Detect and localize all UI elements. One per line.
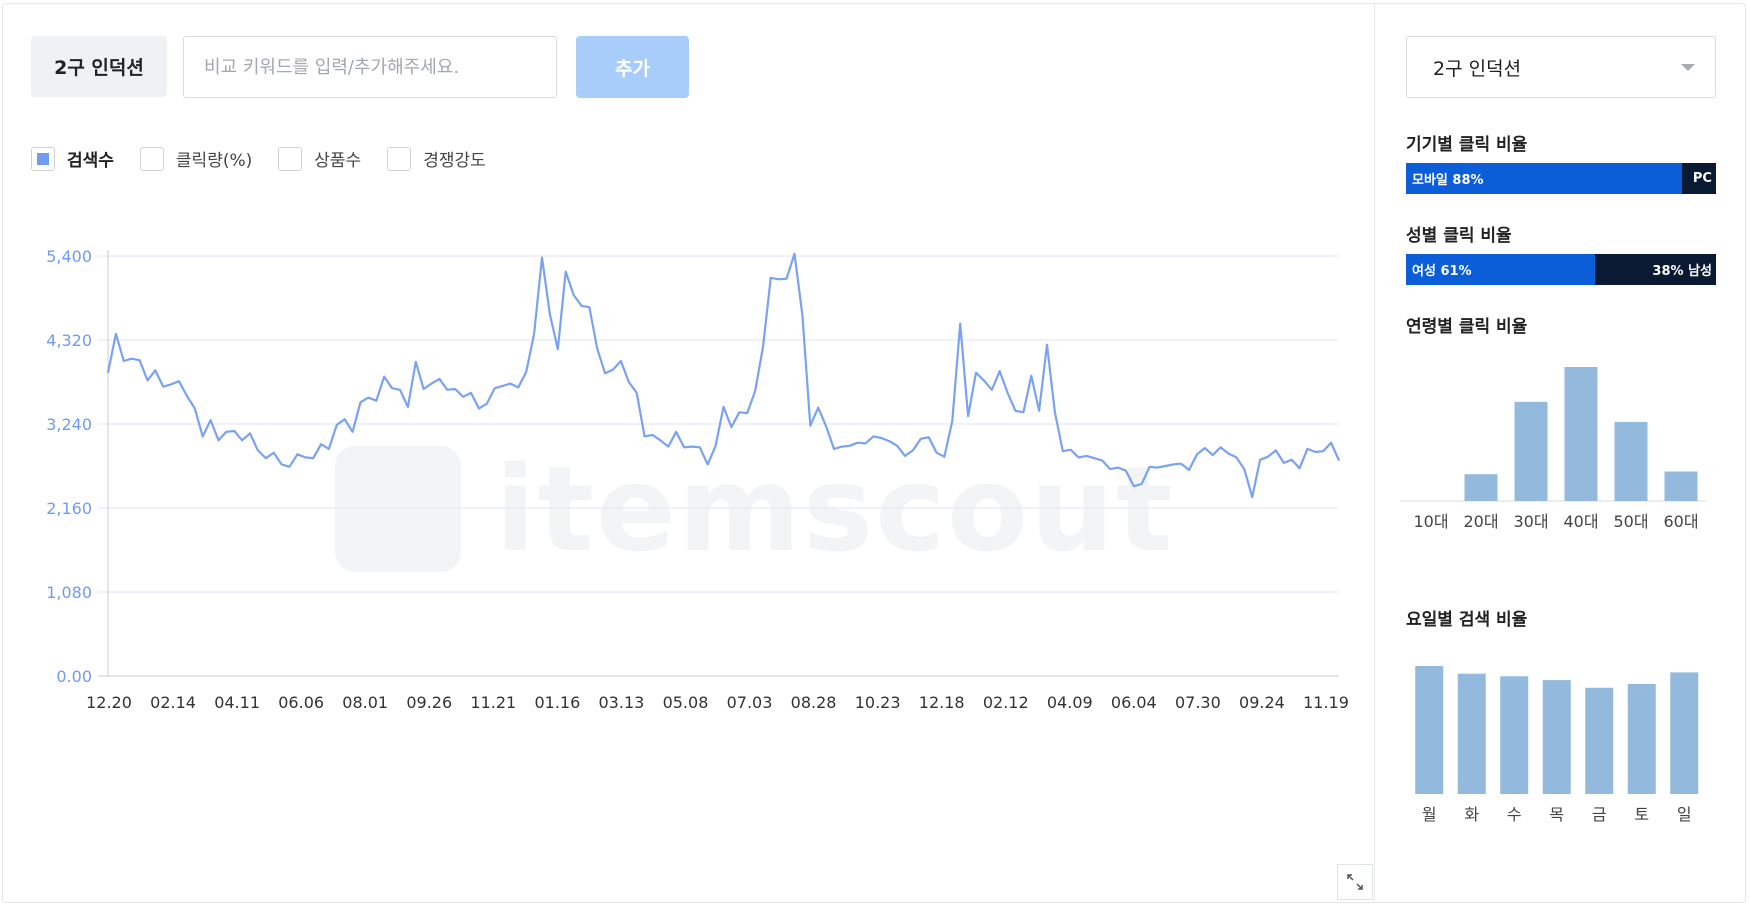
category-label: 30대 (1513, 512, 1548, 531)
watermark-logo-icon (335, 446, 461, 572)
metric-label: 검색수 (67, 151, 114, 171)
y-tick-label: 3,240 (46, 415, 92, 434)
x-tick-label: 01.16 (534, 693, 580, 712)
category-label: 토 (1634, 805, 1649, 824)
keyword-select[interactable]: 2구 인덕션 (1406, 36, 1716, 98)
bar (1585, 687, 1614, 794)
device-remainder: 11% (1678, 163, 1682, 194)
metric-label: 경쟁강도 (423, 151, 486, 171)
gender-ratio-bar: 여성 61% 38% 남성 (1406, 254, 1716, 285)
bar (1457, 673, 1486, 794)
age-ratio-title: 연령별 클릭 비율 (1406, 317, 1528, 337)
x-tick-label: 11.21 (470, 693, 516, 712)
metric-competition[interactable]: 경쟁강도 (387, 146, 486, 171)
gender-ratio-title: 성별 클릭 비율 (1406, 226, 1512, 246)
dow-ratio-title: 요일별 검색 비율 (1406, 610, 1528, 630)
checkbox-icon[interactable] (278, 146, 303, 171)
x-tick-label: 07.03 (727, 693, 773, 712)
x-tick-label: 06.04 (1111, 693, 1157, 712)
female-segment: 여성 61% (1406, 254, 1596, 285)
bar (1627, 683, 1656, 794)
x-tick-label: 04.11 (214, 693, 260, 712)
x-tick-label: 09.24 (1239, 693, 1285, 712)
category-label: 40대 (1563, 512, 1598, 531)
bar (1542, 680, 1571, 794)
device-ratio-title: 기기별 클릭 비율 (1406, 135, 1528, 155)
chevron-down-icon (1681, 64, 1695, 71)
x-tick-label: 12.20 (86, 693, 132, 712)
pc-segment: PC (1681, 163, 1716, 194)
keyword-chip[interactable]: 2구 인덕션 (31, 36, 167, 97)
x-tick-label: 10.23 (855, 693, 901, 712)
y-axis-labels: 0.00 1,080 2,160 3,240 4,320 5,400 (46, 247, 92, 686)
female-label: 여성 61% (1412, 264, 1472, 279)
bar (1514, 401, 1548, 501)
metric-toggles: 검색수 클릭량(%) 상품수 경쟁강도 (31, 146, 512, 171)
search-trend-chart: 0.00 1,080 2,160 3,240 4,320 5,400 12.20 02.14 0… (46, 247, 1349, 712)
bar (1464, 474, 1498, 501)
metric-search-count[interactable]: 검색수 (31, 146, 114, 171)
category-label: 50대 (1613, 512, 1648, 531)
x-tick-label: 03.13 (599, 693, 645, 712)
metric-product-count[interactable]: 상품수 (278, 146, 361, 171)
checkbox-icon[interactable] (139, 146, 164, 171)
x-tick-label: 05.08 (663, 693, 709, 712)
bar (1614, 421, 1648, 501)
category-label: 수 (1507, 805, 1522, 824)
y-tick-label: 0.00 (56, 667, 92, 686)
grid-lines (98, 250, 1339, 677)
x-tick-label: 06.06 (278, 693, 324, 712)
x-tick-label: 02.12 (983, 693, 1029, 712)
age-bar-chart: 10대 20대 30대 40대 50대 60대 (1400, 367, 1706, 531)
x-tick-label: 02.14 (150, 693, 196, 712)
expand-icon (1347, 874, 1363, 890)
category-label: 금 (1592, 805, 1607, 824)
checkbox-icon[interactable] (387, 146, 412, 171)
metric-click-rate[interactable]: 클릭량(%) (139, 146, 253, 171)
watermark-text: itemscout (495, 440, 1175, 578)
y-tick-label: 4,320 (46, 331, 92, 350)
y-tick-label: 2,160 (46, 499, 92, 518)
keyword-select-value: 2구 인덕션 (1433, 57, 1522, 80)
category-label: 화 (1464, 805, 1479, 824)
category-label: 목 (1549, 805, 1564, 824)
category-label: 60대 (1663, 512, 1698, 531)
bar (1670, 672, 1699, 794)
search-count-line (106, 252, 1341, 499)
pc-label: PC (1692, 171, 1712, 186)
category-label: 월 (1422, 805, 1437, 824)
male-segment: 38% 남성 (1595, 254, 1716, 285)
x-tick-label: 11.19 (1303, 693, 1349, 712)
metric-label: 클릭량(%) (175, 151, 253, 171)
bar (1564, 367, 1598, 501)
x-tick-label: 12.18 (919, 693, 965, 712)
checkbox-icon[interactable] (31, 146, 55, 171)
expand-button[interactable] (1337, 864, 1373, 900)
category-label: 20대 (1463, 512, 1498, 531)
category-label: 10대 (1413, 512, 1448, 531)
y-tick-label: 1,080 (46, 583, 92, 602)
mobile-segment: 모바일 88% (1406, 163, 1679, 194)
x-tick-label: 07.30 (1175, 693, 1221, 712)
bar (1500, 676, 1529, 794)
panel-divider (1374, 4, 1375, 902)
y-tick-label: 5,400 (46, 247, 92, 266)
x-axis-labels: 12.20 02.14 04.11 06.06 08.01 09.26 11.21 01.16… (86, 693, 1349, 712)
category-label: 일 (1677, 805, 1692, 824)
x-tick-label: 09.26 (406, 693, 452, 712)
device-ratio-bar: 모바일 88% 11% PC (1406, 163, 1716, 194)
x-tick-label: 08.28 (791, 693, 837, 712)
metric-label: 상품수 (314, 151, 362, 171)
x-tick-label: 08.01 (342, 693, 388, 712)
compare-keyword-input[interactable] (183, 36, 557, 98)
mobile-label: 모바일 88% (1412, 173, 1484, 188)
bar (1664, 471, 1698, 501)
bar (1415, 666, 1444, 794)
add-keyword-button[interactable]: 추가 (576, 36, 689, 98)
male-label: 38% 남성 (1652, 264, 1712, 279)
x-tick-label: 04.09 (1047, 693, 1093, 712)
